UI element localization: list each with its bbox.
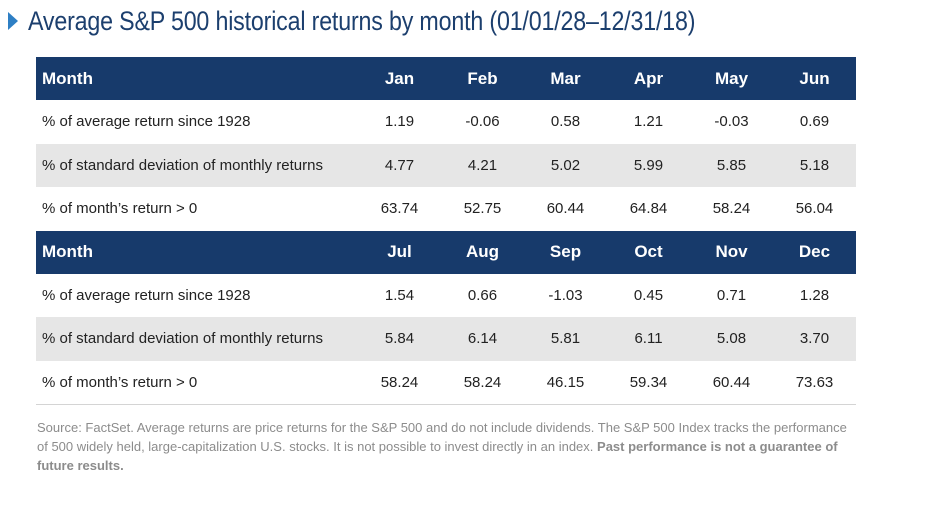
value-cell: -0.03 (714, 113, 749, 131)
table-row: % of standard deviation of monthly retur… (36, 143, 856, 187)
value-cell: 46.15 (524, 360, 607, 405)
page-title: Average S&P 500 historical returns by mo… (28, 5, 696, 36)
value-cell: 0.58 (550, 113, 581, 131)
value-cell: 4.21 (441, 143, 524, 187)
month-header-cell: Aug (441, 230, 524, 274)
value-cell: 5.81 (524, 317, 607, 361)
title-marker-icon (8, 12, 18, 30)
value-cell: 5.02 (524, 143, 607, 187)
table-header-row: Month Jan Feb Mar Apr May Jun (36, 57, 856, 100)
value-cell: 56.04 (795, 200, 834, 218)
month-header-cell: May (690, 57, 773, 100)
table-row: % of average return since 1928 1.19 -0.06 0… (36, 100, 856, 144)
value-cell: 5.08 (690, 317, 773, 361)
row-label: % of standard deviation of monthly retur… (36, 143, 358, 187)
value-cell: -1.03 (548, 286, 583, 304)
value-cell: 5.84 (358, 317, 441, 361)
row-label: % of month’s return > 0 (42, 200, 198, 218)
value-cell: 3.70 (773, 317, 856, 361)
value-cell: 6.11 (607, 317, 690, 361)
footnote-text: Source: FactSet. Average returns are pri… (37, 420, 847, 454)
value-cell: 58.24 (441, 360, 524, 405)
value-cell: 0.45 (633, 286, 664, 304)
month-header-cell: Feb (441, 57, 524, 100)
header-month-label: Month (36, 230, 358, 274)
value-cell: 58.24 (712, 200, 751, 218)
table-row: % of average return since 1928 1.54 0.66 -1… (36, 274, 856, 318)
value-cell: 63.74 (380, 200, 419, 218)
value-cell: 60.44 (546, 200, 585, 218)
value-cell: 73.63 (773, 360, 856, 405)
row-label: % of month’s return > 0 (36, 360, 358, 405)
table-row: % of month’s return > 0 63.74 52.75 60.44 64… (36, 187, 856, 231)
header-month-label: Month (36, 57, 358, 100)
month-header-cell: Sep (524, 230, 607, 274)
value-cell: -0.06 (465, 113, 500, 131)
month-header-cell: Oct (607, 230, 690, 274)
value-cell: 60.44 (690, 360, 773, 405)
value-cell: 59.34 (607, 360, 690, 405)
month-header-cell: Jan (358, 57, 441, 100)
value-cell: 0.71 (716, 286, 747, 304)
value-cell: 52.75 (463, 200, 502, 218)
value-cell: 6.14 (441, 317, 524, 361)
table-header-row: Month Jul Aug Sep Oct Nov Dec (36, 230, 856, 274)
row-label: % of standard deviation of monthly retur… (36, 317, 358, 361)
month-header-cell: Dec (773, 230, 856, 274)
source-footnote: Source: FactSet. Average returns are pri… (37, 418, 847, 475)
value-cell: 64.84 (629, 200, 668, 218)
value-cell: 1.21 (633, 113, 664, 131)
monthly-returns-table: Month Jan Feb Mar Apr May Jun% of average retu… (36, 57, 856, 405)
title-bar: Average S&P 500 historical returns by mo… (8, 4, 804, 38)
month-header-cell: Nov (690, 230, 773, 274)
value-cell: 1.19 (384, 113, 415, 131)
table-row: % of month’s return > 0 58.24 58.24 46.15 59… (36, 360, 856, 405)
value-cell: 1.54 (384, 286, 415, 304)
row-label: % of average return since 1928 (42, 286, 251, 304)
value-cell: 0.66 (467, 286, 498, 304)
value-cell: 5.85 (690, 143, 773, 187)
row-label: % of average return since 1928 (42, 113, 251, 131)
value-cell: 1.28 (799, 286, 830, 304)
value-cell: 5.18 (773, 143, 856, 187)
table-row: % of standard deviation of monthly retur… (36, 317, 856, 361)
month-header-cell: Jun (773, 57, 856, 100)
month-header-cell: Jul (358, 230, 441, 274)
month-header-cell: Apr (607, 57, 690, 100)
month-header-cell: Mar (524, 57, 607, 100)
value-cell: 58.24 (358, 360, 441, 405)
value-cell: 5.99 (607, 143, 690, 187)
value-cell: 0.69 (799, 113, 830, 131)
value-cell: 4.77 (358, 143, 441, 187)
footnote-disclaimer: Past performance is not a guarantee of f… (37, 439, 838, 473)
